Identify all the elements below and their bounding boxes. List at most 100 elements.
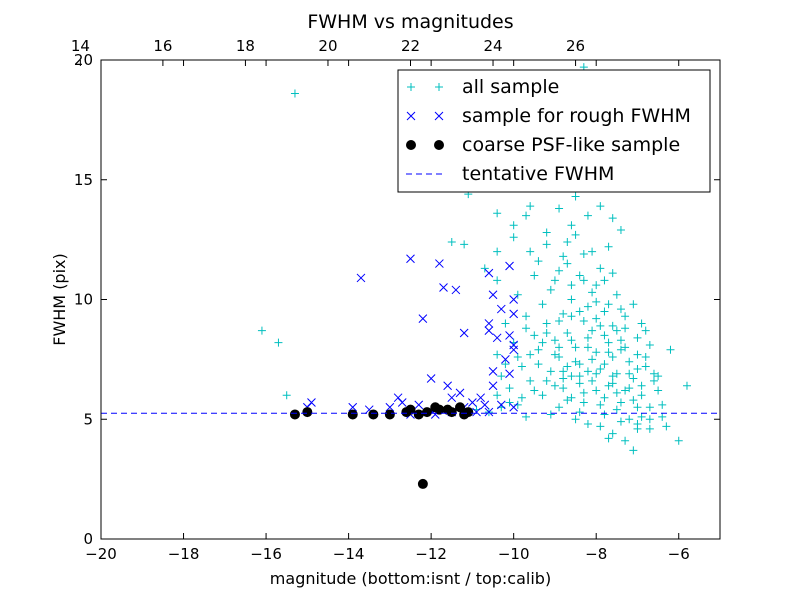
all-sample-point — [571, 192, 580, 201]
all-sample-point — [530, 331, 539, 340]
rough-fwhm-point — [496, 400, 506, 410]
all-sample-point — [625, 357, 634, 366]
rough-fwhm-point — [447, 393, 457, 403]
psf-like-point — [405, 404, 416, 415]
all-sample-point — [522, 312, 531, 321]
all-sample-point — [633, 333, 642, 342]
all-sample-point — [596, 364, 605, 373]
all-sample-point — [641, 352, 650, 361]
plot-frame — [100, 59, 721, 540]
all-sample-point — [493, 276, 502, 285]
rough-fwhm-point — [455, 388, 465, 398]
all-sample-point — [621, 436, 630, 445]
all-sample-point — [612, 290, 621, 299]
all-sample-point — [629, 396, 638, 405]
rough-fwhm-point — [443, 381, 452, 391]
all-sample-point — [641, 362, 650, 371]
all-sample-point — [559, 384, 568, 393]
rough-fwhm-point — [484, 407, 494, 417]
all-sample-point — [629, 300, 638, 309]
rough-fwhm-point — [418, 314, 428, 324]
all-sample-point — [522, 324, 531, 333]
all-sample-point — [571, 415, 580, 424]
all-sample-point — [567, 295, 576, 304]
all-sample-point — [612, 326, 621, 335]
all-sample-point — [588, 288, 597, 297]
all-sample-point — [612, 388, 621, 397]
all-sample-point — [625, 384, 634, 393]
all-sample-point — [658, 400, 667, 409]
all-sample-point — [596, 321, 605, 330]
all-sample-point — [621, 324, 630, 333]
y-tick-label: 10 — [74, 291, 93, 309]
all-sample-point — [567, 281, 576, 290]
y-tick-label: 15 — [74, 171, 93, 189]
all-sample-point — [616, 336, 625, 345]
legend-swatch-marker — [406, 140, 416, 150]
all-sample-point — [654, 386, 663, 395]
all-sample-point — [600, 331, 609, 340]
all-sample-point — [592, 281, 601, 290]
legend-box — [397, 69, 711, 193]
all-sample-point — [588, 376, 597, 385]
all-sample-point — [530, 271, 539, 280]
rough-fwhm-point — [406, 254, 415, 264]
all-sample-point — [493, 209, 502, 218]
all-sample-point — [616, 305, 625, 314]
psf-like-point — [302, 407, 313, 418]
all-sample-point — [608, 214, 617, 223]
all-sample-point — [645, 424, 654, 433]
all-sample-point — [608, 352, 617, 361]
all-sample-point — [542, 228, 551, 237]
legend-swatch-marker — [434, 111, 444, 121]
all-sample-point — [550, 336, 559, 345]
all-sample-point — [534, 360, 543, 369]
all-sample-point — [592, 348, 601, 357]
legend: all sample sample for rough FWHM coarse PS… — [397, 69, 711, 193]
all-sample-point — [645, 341, 654, 350]
chart-title: FWHM vs magnitudes — [307, 11, 513, 33]
all-sample-point — [493, 391, 502, 400]
all-sample-point — [583, 420, 592, 429]
all-sample-point — [530, 386, 539, 395]
all-sample-point — [522, 211, 531, 220]
all-sample-point — [497, 372, 506, 381]
all-sample-point — [501, 360, 510, 369]
all-sample-point — [592, 314, 601, 323]
all-sample-point — [588, 326, 597, 335]
x-tick-label: −10 — [498, 545, 530, 563]
all-sample-point — [575, 372, 584, 381]
all-sample-point — [596, 202, 605, 211]
rough-fwhm-point — [488, 381, 498, 391]
top-x-tick-label: 14 — [71, 37, 90, 55]
all-sample-point — [575, 360, 584, 369]
rough-fwhm-point — [484, 326, 494, 335]
all-sample-point — [616, 398, 625, 407]
all-sample-point — [546, 285, 555, 294]
all-sample-point — [604, 381, 613, 390]
all-sample-point — [509, 221, 518, 230]
all-sample-point — [546, 410, 555, 419]
rough-fwhm-point — [426, 374, 436, 383]
legend-label: tentative FWHM — [462, 163, 614, 185]
all-sample-point — [633, 350, 642, 359]
all-sample-point — [550, 350, 559, 359]
all-sample-point — [666, 345, 675, 354]
all-sample-point — [447, 238, 456, 247]
all-sample-point — [600, 276, 609, 285]
all-sample-point — [571, 357, 580, 366]
all-sample-point — [633, 424, 642, 433]
all-sample-point — [579, 249, 588, 258]
rough-fwhm-point — [496, 304, 506, 314]
all-sample-point — [555, 352, 564, 361]
all-sample-point — [592, 369, 601, 378]
all-sample-point — [559, 374, 568, 383]
rough-fwhm-point — [509, 402, 519, 412]
all-sample-point — [563, 329, 572, 338]
all-sample-point — [513, 400, 522, 409]
rough-fwhm-point — [472, 407, 481, 417]
all-sample-point — [608, 429, 617, 438]
y-tick-label: 5 — [83, 410, 93, 428]
legend-items: all sample sample for rough FWHM coarse PS… — [406, 76, 691, 185]
plot-area — [101, 63, 720, 489]
